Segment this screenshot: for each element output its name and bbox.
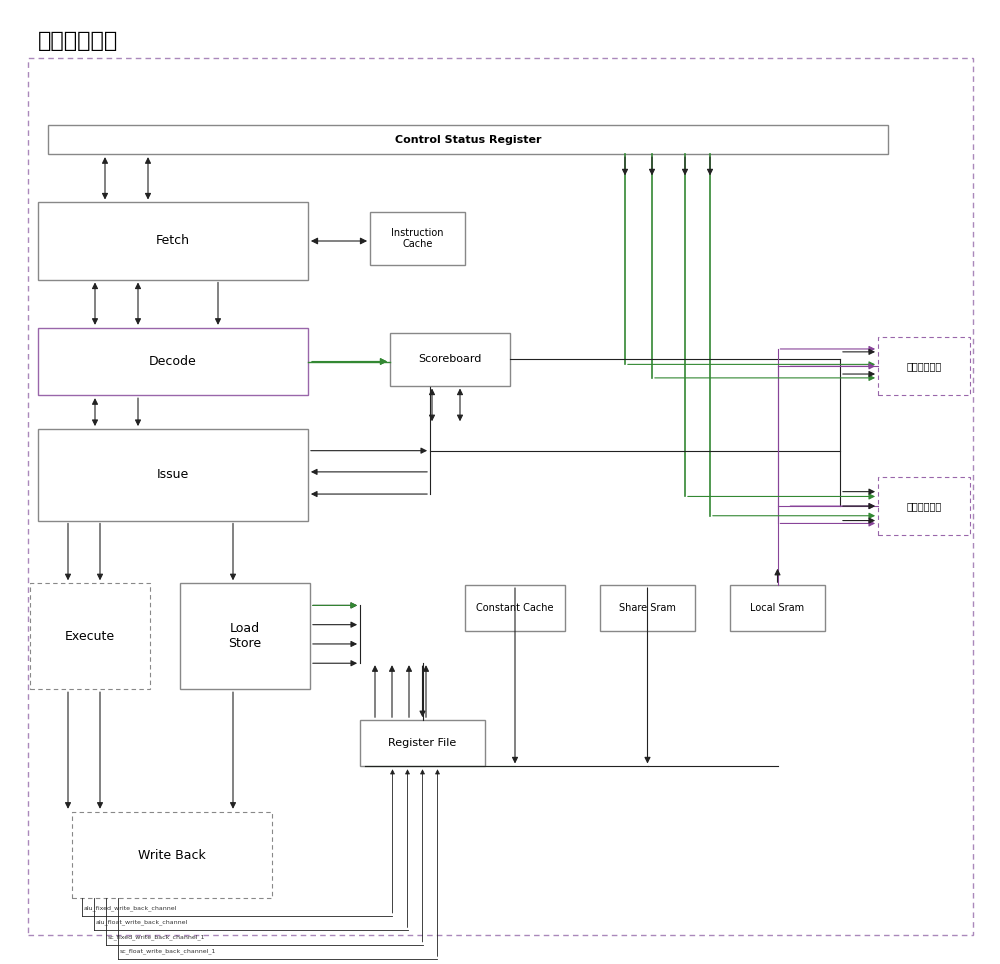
FancyBboxPatch shape [878,337,970,395]
FancyBboxPatch shape [600,585,695,631]
FancyBboxPatch shape [370,212,465,265]
FancyBboxPatch shape [38,202,308,280]
Text: Execute: Execute [65,629,115,643]
Text: Issue: Issue [157,469,189,481]
FancyBboxPatch shape [72,812,272,898]
Text: alu_float_write_back_channel: alu_float_write_back_channel [96,920,188,925]
Text: Local Sram: Local Sram [750,603,805,613]
FancyBboxPatch shape [30,583,150,689]
FancyBboxPatch shape [465,585,565,631]
Text: 任务调度单元: 任务调度单元 [906,362,942,371]
Text: Fetch: Fetch [156,234,190,248]
FancyBboxPatch shape [390,333,510,386]
Text: sc_fixed_write_back_channel_1: sc_fixed_write_back_channel_1 [108,934,206,940]
FancyBboxPatch shape [360,720,485,766]
Text: Register File: Register File [388,738,457,748]
Text: alu_fixed_write_back_channel: alu_fixed_write_back_channel [84,905,177,911]
FancyBboxPatch shape [38,328,308,395]
Text: Write Back: Write Back [138,848,206,862]
Text: 输出控制单元: 输出控制单元 [906,501,942,511]
FancyBboxPatch shape [878,477,970,535]
FancyBboxPatch shape [38,429,308,521]
Text: Load
Store: Load Store [228,622,262,651]
FancyBboxPatch shape [730,585,825,631]
Text: Control Status Register: Control Status Register [395,135,541,145]
Text: Instruction
Cache: Instruction Cache [391,228,444,250]
FancyBboxPatch shape [180,583,310,689]
Text: 染色处理单元: 染色处理单元 [38,31,118,51]
Text: Constant Cache: Constant Cache [476,603,554,613]
Text: Decode: Decode [149,355,197,368]
Text: sc_float_write_back_channel_1: sc_float_write_back_channel_1 [120,949,216,954]
FancyBboxPatch shape [48,125,888,154]
Text: Scoreboard: Scoreboard [418,354,482,364]
Text: Share Sram: Share Sram [619,603,676,613]
